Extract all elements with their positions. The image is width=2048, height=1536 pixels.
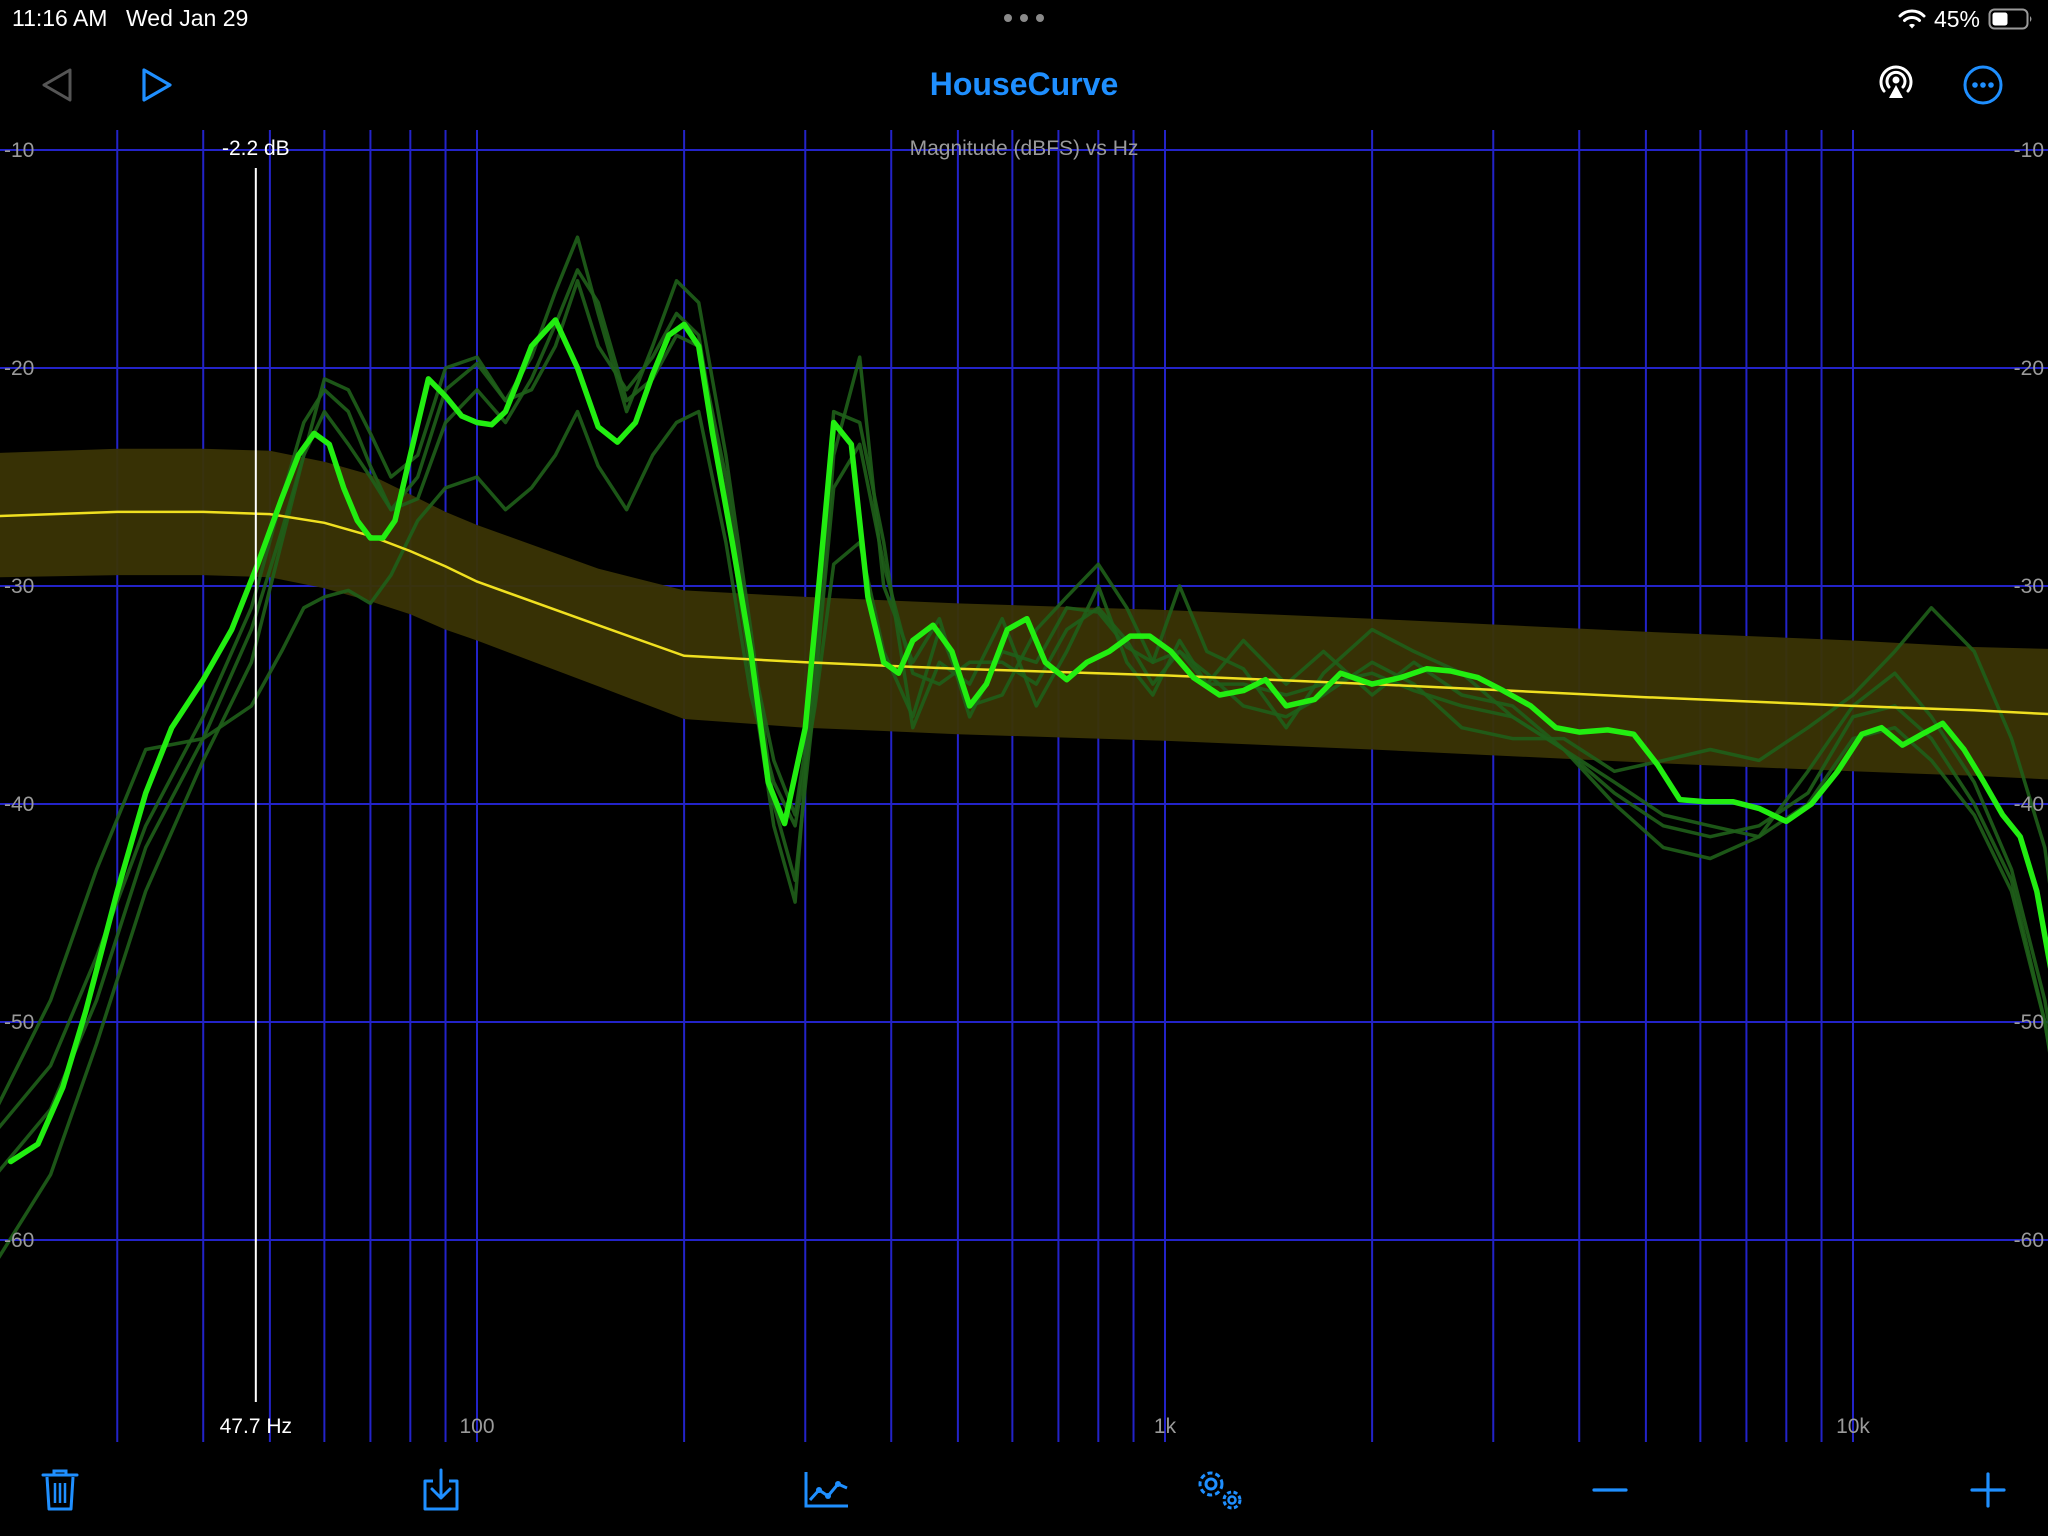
- cursor-db-label: -2.2 dB: [222, 137, 290, 160]
- status-indicators: 45%: [1898, 4, 2034, 34]
- y-tick-label-left: -40: [4, 793, 34, 816]
- zoom-out-button[interactable]: [1582, 1462, 1638, 1518]
- wifi-icon: [1898, 9, 1926, 29]
- status-time: 11:16 AM: [12, 5, 108, 31]
- faded-measurement-line: [0, 268, 2048, 1173]
- graph-button[interactable]: [798, 1462, 854, 1518]
- y-tick-label-left: -20: [4, 357, 34, 380]
- delete-button[interactable]: [32, 1462, 88, 1518]
- y-tick-label-right: -30: [2014, 575, 2044, 598]
- faded-measurement-line: [0, 409, 2048, 1106]
- y-tick-label-right: -60: [2014, 1229, 2044, 1252]
- status-bar: 11:16 AM Wed Jan 29 45%: [0, 0, 2048, 40]
- settings-gears-icon: [1198, 1471, 1242, 1510]
- target-curve-line: [0, 510, 2048, 716]
- import-button[interactable]: [413, 1462, 469, 1518]
- play-icon[interactable]: [138, 66, 176, 104]
- zoom-in-button[interactable]: [1960, 1462, 2016, 1518]
- cursor-freq-label: 47.7 Hz: [220, 1415, 292, 1438]
- battery-icon: [1988, 8, 2032, 30]
- graph-icon: [804, 1472, 848, 1508]
- x-tick-label: 1k: [1154, 1415, 1177, 1438]
- y-tick-label-right: -20: [2014, 357, 2044, 380]
- frequency-response-chart[interactable]: -2.2 dB 47.7 Hz Magnitude (dBFS) vs Hz -…: [0, 130, 2048, 1442]
- measurement-line[interactable]: [7, 317, 2048, 1338]
- back-triangle-icon[interactable]: [38, 66, 76, 104]
- y-tick-label-right: -40: [2014, 793, 2044, 816]
- import-tray-icon: [423, 1468, 459, 1511]
- ellipsis-circle-icon[interactable]: [1962, 64, 2004, 106]
- bottom-toolbar: [0, 1442, 2048, 1536]
- x-tick-label: 100: [459, 1415, 494, 1438]
- battery-percent: 45%: [1933, 5, 1980, 32]
- y-tick-label-left: -60: [4, 1229, 34, 1252]
- settings-button[interactable]: [1192, 1462, 1248, 1518]
- chart-title: Magnitude (dBFS) vs Hz: [910, 137, 1139, 160]
- trash-icon: [41, 1469, 79, 1511]
- app-title: HouseCurve: [929, 66, 1119, 102]
- y-tick-label-left: -10: [4, 139, 34, 162]
- airplay-icon[interactable]: [1876, 64, 1916, 104]
- y-tick-label-left: -50: [4, 1011, 34, 1034]
- y-tick-label-left: -30: [4, 575, 34, 598]
- y-tick-label-right: -50: [2014, 1011, 2044, 1034]
- y-tick-label-right: -10: [2014, 139, 2044, 162]
- faded-measurement-line: [0, 279, 2048, 1259]
- status-date: Wed Jan 29: [126, 5, 249, 31]
- x-tick-label: 10k: [1836, 1415, 1870, 1438]
- plus-icon: [1970, 1472, 2006, 1508]
- multitasking-dots-icon[interactable]: [1000, 10, 1048, 26]
- target-tolerance-band: [0, 448, 2048, 780]
- minus-icon: [1592, 1488, 1628, 1492]
